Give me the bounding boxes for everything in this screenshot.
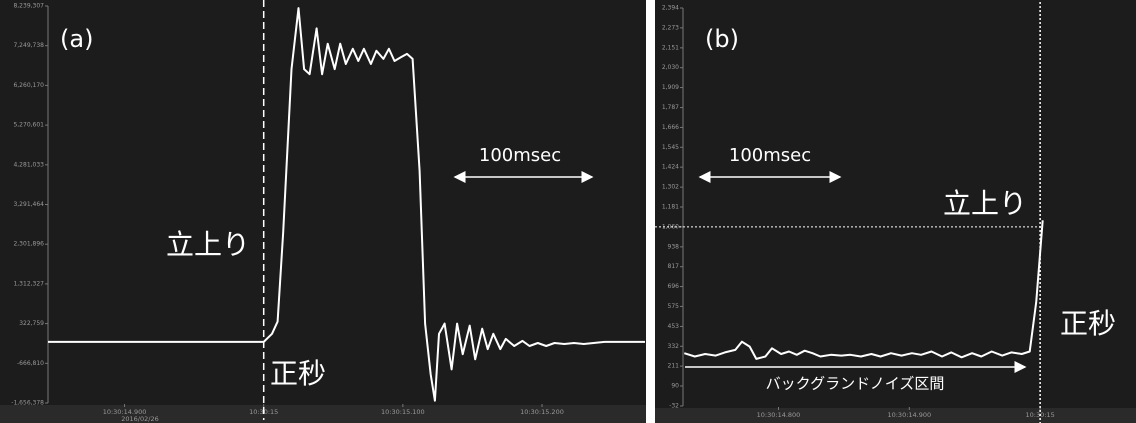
y-tick-label: -666,810: [17, 360, 44, 367]
x-tick-label: 10:30:14.900: [887, 411, 931, 419]
y-tick-label: 575: [668, 303, 680, 310]
y-tick-label: 4,281,033: [13, 161, 44, 168]
y-tick-label: 1,787: [662, 104, 679, 111]
x-axis-band: [655, 408, 1136, 423]
y-tick-label: 6,260,170: [13, 82, 44, 89]
x-tick-label: 10:30:15.100: [381, 408, 425, 416]
y-tick-label: 1,424: [662, 164, 679, 171]
annotation: 100msec: [729, 145, 811, 166]
y-tick-label: 453: [668, 323, 680, 330]
y-tick-label: 7,249,738: [13, 42, 44, 49]
x-tick-label: 10:30:15.200: [520, 408, 564, 416]
y-tick-label: 2,394: [662, 5, 679, 12]
y-tick-label: 938: [668, 243, 680, 250]
y-tick-label: 2,301,896: [13, 241, 44, 248]
y-tick-label: 1,545: [662, 144, 679, 151]
annotation: 正秒: [1060, 307, 1116, 340]
y-tick-label: 1,312,327: [13, 280, 44, 287]
y-tick-label: 2,030: [662, 64, 679, 71]
y-tick-label: 332: [668, 343, 680, 350]
y-tick-label: 1,666: [662, 124, 679, 131]
y-tick-label: 696: [668, 283, 680, 290]
y-tick-label: 1,909: [662, 84, 679, 91]
y-tick-label: 3,291,464: [13, 201, 44, 208]
y-tick-label: 1,060: [662, 223, 679, 230]
annotation: 立上り: [166, 228, 250, 261]
y-tick-label: 90: [671, 382, 679, 389]
y-tick-label: 8,239,307: [13, 3, 44, 10]
y-tick-label: 5,270,601: [13, 122, 44, 129]
panel-label: (b): [705, 25, 739, 53]
panel-label: (a): [60, 25, 93, 53]
x-date-label: 2016/02/26: [121, 415, 158, 423]
x-axis-band: [0, 405, 646, 423]
x-tick-label: 10:30:14.800: [757, 411, 801, 419]
x-tick-label: 10:30:14.900: [103, 408, 147, 416]
y-tick-label: 817: [668, 263, 680, 270]
y-tick-label: -1,656,378: [11, 400, 44, 407]
annotation: 正秒: [270, 357, 326, 390]
annotation: 立上り: [943, 187, 1027, 220]
annotation: バックグランドノイズ区間: [766, 375, 945, 393]
panel-b: [655, 0, 1136, 423]
y-tick-label: 211: [668, 363, 680, 370]
y-tick-label: 1,302: [662, 184, 679, 191]
y-tick-label: 322,759: [19, 320, 44, 327]
y-tick-label: -32: [669, 403, 679, 410]
data-line: [48, 7, 645, 402]
y-tick-label: 1,181: [662, 204, 679, 211]
y-tick-label: 2,151: [662, 44, 679, 51]
y-tick-label: 2,273: [662, 24, 679, 31]
annotation: 100msec: [479, 145, 561, 166]
data-line: [684, 220, 1044, 360]
